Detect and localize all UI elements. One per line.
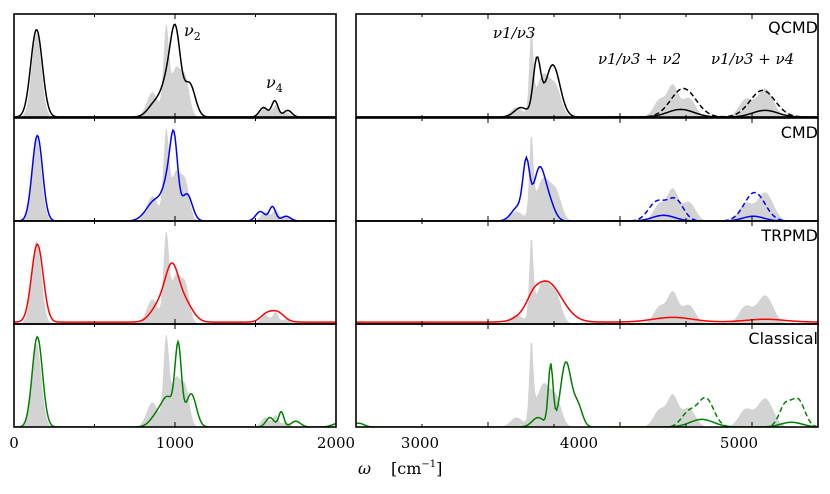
- annotation-nu4-symbol: ν: [266, 73, 276, 92]
- series-line-left-trpmd: [14, 243, 336, 323]
- series-dashed-right-cmd: [606, 191, 818, 221]
- series-line-right-qcmd: [356, 56, 818, 117]
- annotation-nu4: ν4: [266, 73, 283, 95]
- reference-fill-left-trpmd: [14, 231, 336, 324]
- panel-frame-right-classical: [355, 323, 819, 428]
- tick-label-3000: 3000: [401, 434, 439, 452]
- reference-fill-right-trpmd: [356, 239, 818, 324]
- series-dashed-right-qcmd: [606, 87, 818, 117]
- series-line-left-qcmd: [14, 23, 336, 117]
- annotation-nu1-nu3-plus-nu2: ν1/ν3 + ν2: [598, 50, 681, 68]
- reference-fill-left-cmd: [14, 128, 336, 221]
- tick-label-5000: 5000: [720, 434, 758, 452]
- panel-label-trpmd: TRPMD: [760, 226, 818, 245]
- ticks-layer: [13, 14, 819, 427]
- series-dashed-right-classical: [606, 396, 818, 427]
- annotation-nu2-subscript: 2: [194, 30, 201, 43]
- x-axis-unit-close: ]: [436, 459, 442, 478]
- annotation-nu4-subscript: 4: [276, 82, 283, 95]
- series-line-left-cmd: [14, 128, 336, 221]
- x-axis-symbol: ω: [358, 459, 371, 478]
- curves-layer: [14, 23, 818, 427]
- panel-label-classical: Classical: [748, 329, 818, 348]
- frames-layer: [13, 13, 819, 428]
- reference-fill-right-classical: [356, 342, 818, 427]
- reference-fill-left-qcmd: [14, 24, 336, 117]
- series-line-right-cmd: [356, 155, 818, 221]
- panel-frame-right-qcmd: [355, 13, 819, 118]
- series-line-left-classical: [14, 335, 336, 427]
- reference-fill-left-classical: [14, 334, 336, 427]
- x-axis-label: ω [cm−1]: [358, 459, 442, 478]
- x-axis-unit-open: [cm: [391, 459, 421, 478]
- reference-fill-right-qcmd: [356, 32, 818, 117]
- annotation-nu2-symbol: ν: [184, 21, 194, 40]
- panel-label-cmd: CMD: [781, 123, 818, 142]
- tick-label-0: 0: [9, 434, 19, 452]
- reference-fill-right-cmd: [356, 136, 818, 221]
- annotation-nu1-nu3-plus-nu4: ν1/ν3 + ν4: [711, 50, 794, 68]
- tick-label-4000: 4000: [560, 434, 598, 452]
- annotation-nu1-nu3: ν1/ν3: [493, 24, 535, 42]
- series-line-right-trpmd: [356, 280, 818, 323]
- annotation-nu2: ν2: [184, 21, 201, 43]
- panel-label-qcmd: QCMD: [768, 18, 818, 37]
- tick-label-1000: 1000: [156, 434, 194, 452]
- x-axis-unit-exp: −1: [421, 459, 436, 470]
- tick-label-2000: 2000: [317, 434, 355, 452]
